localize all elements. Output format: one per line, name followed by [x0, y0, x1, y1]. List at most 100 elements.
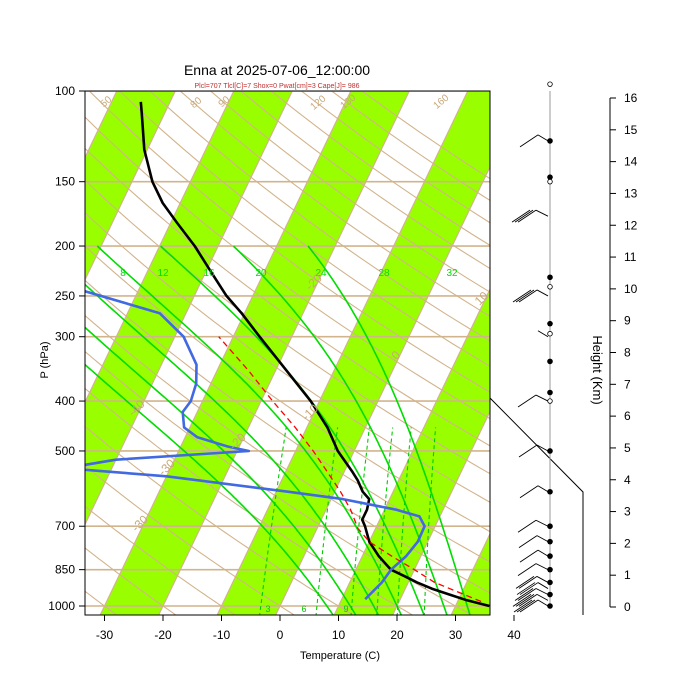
moist-adiabat-label: 24: [315, 268, 327, 279]
dry-adiabat-line: [118, 91, 490, 367]
wind-barb: [536, 444, 549, 452]
wind-level-dot: [547, 603, 553, 609]
y-axis-title: P (hPa): [39, 341, 51, 378]
wind-barb-flag: [518, 289, 538, 303]
wind-barb-flag: [518, 535, 538, 549]
height-tick-label: 9: [624, 314, 631, 328]
wind-level-dot: [547, 591, 553, 598]
wind-barb: [536, 593, 549, 601]
x-tick-label: -30: [96, 628, 114, 642]
isotherm-lines: [0, 67, 700, 616]
wind-barb-flag: [511, 209, 531, 223]
dewpoint-profile: [85, 289, 426, 601]
wind-barb-flag: [515, 289, 535, 303]
wind-barb: [537, 582, 549, 589]
chart-title: Enna at 2025-07-06_12:00:00: [184, 62, 370, 78]
isotherm-band: [217, 91, 490, 615]
wind-barb-flag: [519, 599, 539, 613]
chart-subtitle: Plcl=707 Tlcl[C]=7 Shox=0 Pwat[cm]=3 Cap…: [194, 83, 359, 90]
height-tick-label: 10: [624, 282, 638, 296]
x-axis: -30 -20 -10 0 10 20 30 40: [96, 615, 521, 642]
parcel-profile: [218, 336, 482, 603]
mixing-ratio-line: [315, 427, 339, 615]
dry-adiabat-line: [85, 425, 355, 615]
x-tick-label: 30: [449, 628, 463, 642]
moist-adiabat-line: [85, 283, 380, 615]
wind-barb: [537, 134, 549, 142]
y-tick-label: 700: [55, 519, 75, 533]
wind-barb: [536, 576, 549, 583]
isotherm-line: [216, 91, 469, 615]
dry-adiabat-label: 80: [189, 95, 205, 111]
mixing-ratio-label: 3: [265, 604, 270, 614]
isotherm-line: [567, 67, 700, 616]
wind-barb: [537, 599, 549, 607]
wind-level-dot: [547, 358, 553, 365]
y-tick-label: 500: [55, 444, 75, 458]
y-axis: 100 150 200 250 300 400 500 700 850 1000: [48, 84, 85, 613]
mixing-ratio-lines: [259, 427, 437, 615]
x-axis-title: Temperature (C): [300, 650, 380, 662]
dry-adiabat-line: [88, 91, 490, 393]
dry-adiabat-label: 160: [431, 92, 451, 111]
height-tick-label: 14: [624, 155, 638, 169]
wind-level-dot: [547, 448, 553, 454]
mixing-ratio-label: 6: [301, 604, 306, 614]
wind-level-open-dot: [547, 398, 553, 404]
wind-level-dot: [547, 389, 553, 396]
wind-level-dot: [547, 579, 553, 586]
sounding-profiles: [85, 101, 490, 608]
wind-level-open-dot: [547, 178, 553, 185]
moist-adiabat-label: 28: [378, 268, 390, 279]
height-tick-label: 7: [624, 377, 631, 391]
mixing-ratio-line: [350, 427, 370, 615]
wind-level-dot: [547, 523, 553, 530]
wind-barb: [536, 535, 549, 543]
wind-barb: [535, 563, 549, 571]
wind-barb-flag: [515, 576, 535, 589]
isotherm-line: [0, 67, 11, 616]
x-tick-label: -20: [154, 628, 172, 642]
wind-barb: [537, 485, 549, 493]
x-tick-label: 0: [277, 628, 284, 642]
dry-adiabat-line: [85, 212, 490, 503]
wind-barb: [535, 588, 549, 595]
height-tick-label: 16: [624, 91, 638, 105]
wind-barb-flag: [517, 563, 537, 577]
wind-barb-flag: [514, 209, 534, 223]
dry-adiabat-line: [85, 147, 490, 447]
height-tick-label: 13: [624, 186, 638, 200]
isotherm-line: [158, 91, 410, 615]
wind-barb: [535, 394, 549, 402]
y-tick-label: 250: [55, 289, 75, 303]
wind-level-dot: [547, 538, 553, 545]
wind-level-open-dot: [547, 81, 553, 87]
dry-adiabat-lines: [85, 91, 490, 615]
moist-adiabat-lines: [85, 245, 471, 615]
wind-barb-flag: [519, 582, 539, 595]
wind-barb-flag: [514, 588, 534, 601]
height-axis-title: Height (Km): [590, 335, 605, 404]
wind-barb-flag: [519, 485, 539, 499]
wind-level-dot: [547, 174, 553, 180]
y-tick-label: 100: [55, 84, 75, 98]
moist-adiabat-label: 12: [157, 268, 169, 279]
wind-barb-flag: [518, 576, 538, 589]
x-tick-label: -10: [213, 628, 231, 642]
isotherm-line: [85, 91, 293, 526]
isotherm-line: [85, 91, 176, 282]
wind-barb-flag: [515, 593, 535, 607]
dry-adiabat-line: [85, 547, 177, 615]
mixing-ratio-line: [376, 427, 394, 615]
wind-barb-flag: [518, 593, 538, 607]
isotherm-line: [275, 165, 490, 615]
moist-adiabat-line: [85, 363, 335, 615]
wind-level-dot: [547, 138, 553, 144]
x-tick-label: 10: [332, 628, 346, 642]
x-tick-label: 40: [507, 628, 521, 642]
moist-adiabat-label: 16: [203, 268, 215, 279]
wind-barb: [536, 289, 549, 297]
height-tick-label: 1: [624, 568, 631, 582]
y-tick-label: 300: [55, 330, 75, 344]
wind-barb-flag: [516, 582, 536, 595]
